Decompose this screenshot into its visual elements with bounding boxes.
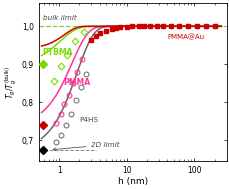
X-axis label: h (nm): h (nm) bbox=[117, 177, 147, 186]
Text: 2D limit: 2D limit bbox=[53, 142, 119, 151]
Y-axis label: $T_g/T_g^{\rm (bulk)}$: $T_g/T_g^{\rm (bulk)}$ bbox=[3, 66, 19, 99]
Text: PMMA@Au: PMMA@Au bbox=[166, 34, 203, 41]
Text: P4HS: P4HS bbox=[79, 117, 98, 123]
Text: PTBMA: PTBMA bbox=[42, 48, 73, 57]
Text: PMMA: PMMA bbox=[63, 78, 90, 87]
Text: bulk limit: bulk limit bbox=[42, 15, 76, 21]
